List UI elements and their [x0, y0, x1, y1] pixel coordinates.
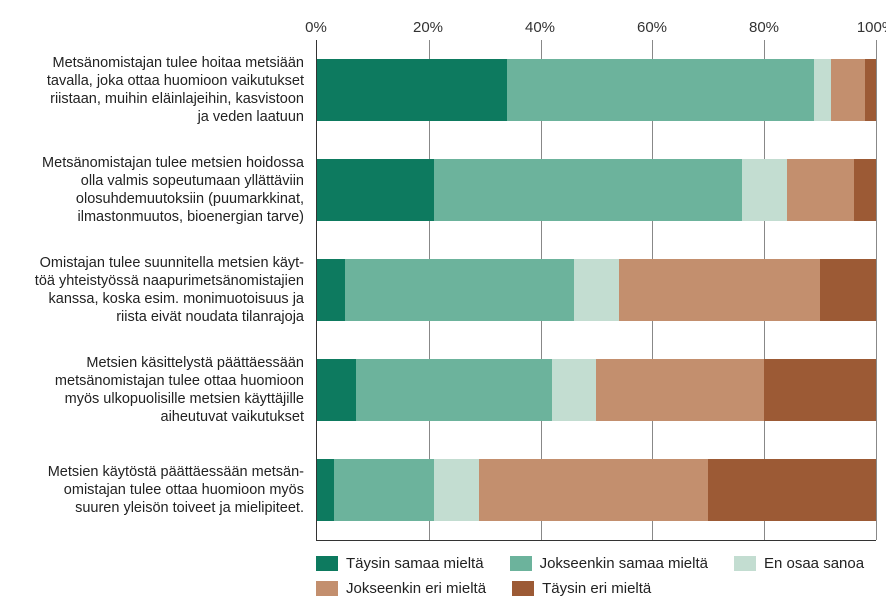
bar-row [317, 240, 876, 340]
legend-item: Jokseenkin eri mieltä [316, 580, 486, 597]
bar-segment [708, 459, 876, 521]
stacked-bar [317, 459, 876, 521]
bar-segment [434, 459, 479, 521]
x-axis-tick: 40% [525, 19, 555, 36]
legend-swatch [316, 556, 338, 571]
grid-line [876, 40, 877, 540]
legend-item: Täysin eri mieltä [512, 580, 651, 597]
category-label: Metsänomistajan tulee hoitaa metsiään ta… [10, 40, 316, 140]
bar-segment [479, 459, 708, 521]
stacked-bar [317, 259, 876, 321]
bar-segment [574, 259, 619, 321]
bar-segment [334, 459, 435, 521]
legend-label: Täysin samaa mieltä [346, 555, 484, 572]
bar-row [317, 440, 876, 540]
bar-segment [317, 159, 434, 221]
bar-segment [317, 359, 356, 421]
bar-segment [865, 59, 876, 121]
plot-area [316, 40, 876, 541]
bar-segment [317, 459, 334, 521]
bar-row [317, 340, 876, 440]
bar-segment [596, 359, 764, 421]
bar-segment [764, 359, 876, 421]
stacked-bar-chart: 0%20%40%60%80%100% Metsänomistajan tulee… [10, 10, 876, 597]
x-axis-tick: 80% [749, 19, 779, 36]
category-label: Metsien käsittelystä päättäessään metsän… [10, 340, 316, 440]
bar-row [317, 140, 876, 240]
bar-segment [356, 359, 552, 421]
bar-segment [854, 159, 876, 221]
legend-item: Täysin samaa mieltä [316, 555, 484, 572]
x-axis: 0%20%40%60%80%100% [10, 10, 876, 40]
x-axis-tick: 100% [857, 19, 886, 36]
x-axis-tick: 20% [413, 19, 443, 36]
bar-segment [434, 159, 741, 221]
legend-swatch [510, 556, 532, 571]
bar-segment [619, 259, 820, 321]
legend-swatch [734, 556, 756, 571]
bar-segment [831, 59, 865, 121]
legend-label: Jokseenkin samaa mieltä [540, 555, 708, 572]
category-label: Metsien käytöstä päättäessään metsän- om… [10, 440, 316, 540]
legend-swatch [512, 581, 534, 596]
stacked-bar [317, 59, 876, 121]
x-axis-tick: 60% [637, 19, 667, 36]
bar-segment [317, 59, 507, 121]
legend: Täysin samaa mieltä Jokseenkin samaa miel… [316, 555, 876, 597]
bar-segment [552, 359, 597, 421]
category-label: Metsänomistajan tulee metsien hoidossa o… [10, 140, 316, 240]
legend-label: Jokseenkin eri mieltä [346, 580, 486, 597]
bar-segment [820, 259, 876, 321]
bar-row [317, 40, 876, 140]
bar-segment [742, 159, 787, 221]
bar-segment [345, 259, 574, 321]
legend-item: Jokseenkin samaa mieltä [510, 555, 708, 572]
plot-row: Metsänomistajan tulee hoitaa metsiään ta… [10, 40, 876, 541]
bar-segment [507, 59, 814, 121]
legend-label: Täysin eri mieltä [542, 580, 651, 597]
legend-item: En osaa sanoa [734, 555, 864, 572]
bar-segment [787, 159, 854, 221]
category-label: Omistajan tulee suunnitella metsien käyt… [10, 240, 316, 340]
x-axis-tick: 0% [305, 19, 327, 36]
bar-segment [317, 259, 345, 321]
bar-segment [814, 59, 831, 121]
x-axis-ticks: 0%20%40%60%80%100% [316, 10, 876, 40]
legend-label: En osaa sanoa [764, 555, 864, 572]
legend-swatch [316, 581, 338, 596]
stacked-bar [317, 159, 876, 221]
stacked-bar [317, 359, 876, 421]
category-labels: Metsänomistajan tulee hoitaa metsiään ta… [10, 40, 316, 541]
